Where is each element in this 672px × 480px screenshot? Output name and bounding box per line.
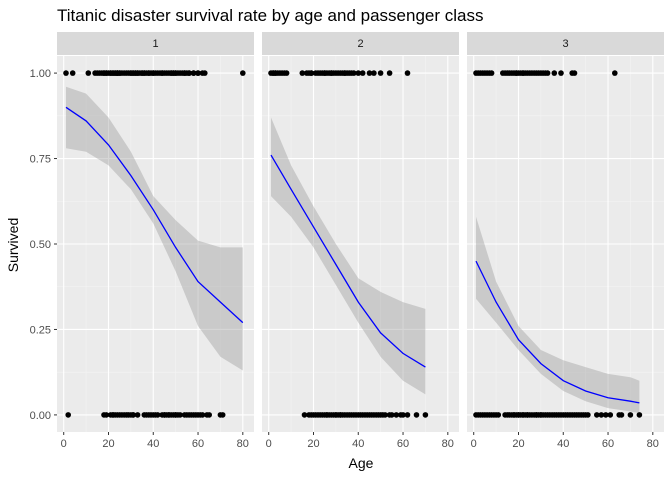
x-tick-label: 0 xyxy=(266,438,272,450)
data-point-survived xyxy=(69,70,76,76)
data-point-died xyxy=(393,412,400,418)
facet-panel-3: 3 0 20 40 60 80 xyxy=(467,32,664,450)
x-tick-label: 80 xyxy=(442,438,454,450)
data-point-survived xyxy=(283,70,290,76)
data-point-survived xyxy=(63,70,69,76)
facet-strip-label: 1 xyxy=(152,38,158,50)
y-tick-label: 1.00 xyxy=(30,68,51,80)
facet-panel-1: 1 0 20 40 60 80 xyxy=(57,32,254,450)
fit-line xyxy=(270,154,426,368)
data-point-survived xyxy=(85,70,92,76)
data-point-died xyxy=(636,412,643,418)
x-tick-label: 40 xyxy=(557,438,569,450)
data-point-died xyxy=(413,412,420,418)
data-point-died xyxy=(382,412,388,418)
data-point-died xyxy=(594,412,600,418)
data-point-survived xyxy=(240,70,246,76)
y-axis-title: Survived xyxy=(5,218,21,272)
data-point-died xyxy=(219,412,226,418)
data-point-survived xyxy=(612,70,618,76)
x-tick-label: 60 xyxy=(397,438,409,450)
data-point-survived xyxy=(371,70,377,76)
confidence-ribbon xyxy=(476,216,640,414)
y-tick-label: 0.00 xyxy=(30,410,51,422)
data-point-died xyxy=(103,412,110,418)
data-point-survived xyxy=(308,70,315,76)
data-point-survived xyxy=(488,70,495,76)
data-point-died xyxy=(301,412,308,418)
chart-title: Titanic disaster survival rate by age an… xyxy=(57,6,483,25)
x-tick-label: 0 xyxy=(61,438,67,450)
data-point-survived xyxy=(366,70,373,76)
data-point-survived xyxy=(355,70,362,76)
data-point-died xyxy=(389,412,395,418)
data-point-survived xyxy=(551,70,558,76)
y-tick-label: 0.25 xyxy=(30,324,51,336)
y-tick-label: 0.50 xyxy=(30,239,51,251)
data-point-survived xyxy=(386,70,393,76)
data-point-survived xyxy=(202,70,208,76)
data-point-survived xyxy=(404,70,411,76)
data-point-died xyxy=(206,412,212,418)
data-point-died xyxy=(422,412,429,418)
data-point-died xyxy=(130,412,136,418)
data-point-died xyxy=(65,412,71,418)
data-point-died xyxy=(134,412,141,418)
x-tick-label: 60 xyxy=(602,438,614,450)
data-point-survived xyxy=(190,70,197,76)
data-point-survived xyxy=(377,70,384,76)
x-axis-title: Age xyxy=(349,455,374,471)
facet-strip xyxy=(262,32,459,55)
fit-line xyxy=(65,106,244,324)
data-point-survived xyxy=(544,70,551,76)
facet-strip-label: 3 xyxy=(562,38,568,50)
facet-panel-2: 20 20 40 60 80 xyxy=(262,32,459,450)
data-point-survived xyxy=(351,70,357,76)
facet-strip xyxy=(467,32,664,55)
data-point-survived xyxy=(195,70,201,76)
data-point-died xyxy=(154,412,161,418)
data-point-survived xyxy=(558,70,564,76)
data-point-survived xyxy=(359,70,366,76)
facet-strip-label: 2 xyxy=(357,38,363,50)
x-tick-label: 80 xyxy=(237,438,249,450)
y-tick-label: 0.75 xyxy=(30,154,51,166)
x-tick-label: 0 xyxy=(471,438,477,450)
data-point-died xyxy=(404,412,411,418)
x-tick-label: 20 xyxy=(102,438,114,450)
x-tick-label: 20 xyxy=(307,438,319,450)
data-point-survived xyxy=(571,70,578,76)
data-point-died xyxy=(627,412,634,418)
x-tick-label: 40 xyxy=(352,438,364,450)
data-point-died xyxy=(585,412,591,418)
facet-strip xyxy=(57,32,254,55)
data-point-died xyxy=(603,412,609,418)
data-point-died xyxy=(495,412,502,418)
x-tick-label: 80 xyxy=(647,438,659,450)
x-tick-label: 60 xyxy=(192,438,204,450)
data-point-survived xyxy=(186,70,192,76)
x-tick-label: 40 xyxy=(147,438,159,450)
data-point-survived xyxy=(299,70,306,76)
fit-line xyxy=(475,260,640,404)
data-point-died xyxy=(598,412,605,418)
data-point-died xyxy=(177,412,183,418)
data-point-died xyxy=(199,412,206,418)
confidence-ribbon xyxy=(66,86,243,371)
confidence-ribbon xyxy=(271,117,426,395)
x-tick-label: 20 xyxy=(512,438,524,450)
data-point-died xyxy=(618,412,625,418)
data-point-died xyxy=(607,412,614,418)
data-point-died xyxy=(400,412,406,418)
